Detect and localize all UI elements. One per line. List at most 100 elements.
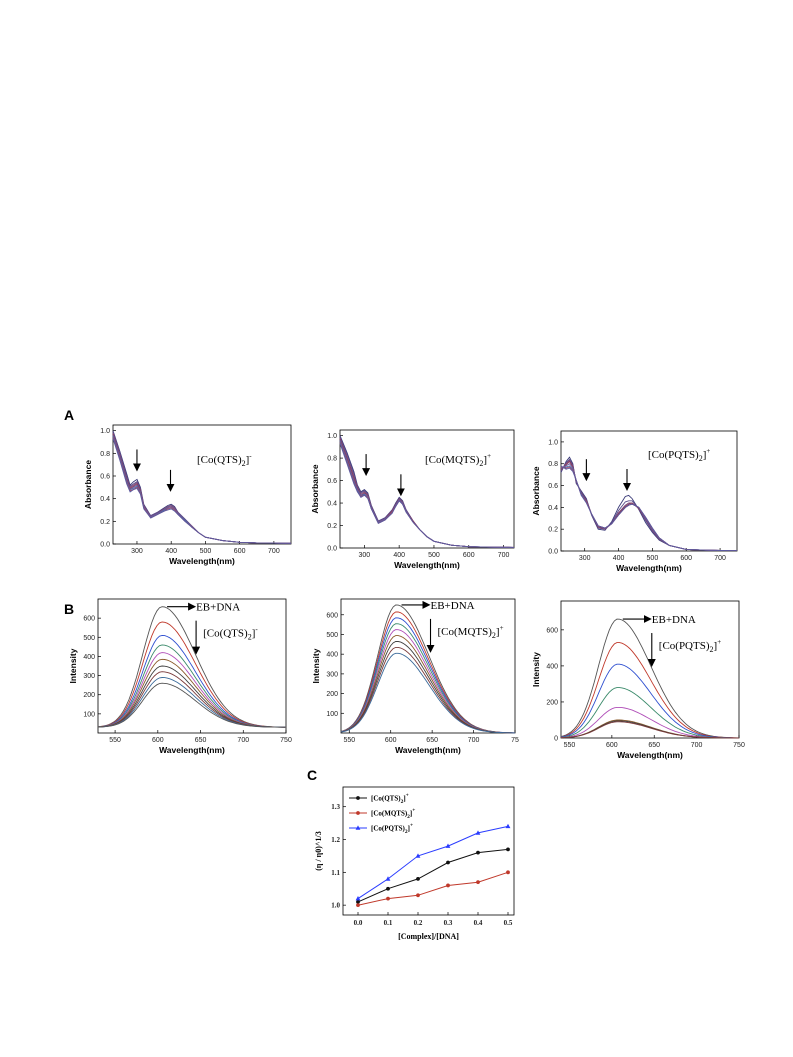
y-tick-label: 400 bbox=[546, 663, 558, 670]
complex-annotation: [Co(PQTS)2]+ bbox=[659, 638, 721, 654]
x-tick-label: 0.5 bbox=[504, 919, 513, 927]
x-tick-label: 700 bbox=[468, 737, 480, 744]
data-point bbox=[386, 896, 390, 901]
data-point bbox=[386, 886, 390, 891]
legend-marker bbox=[356, 796, 360, 800]
x-tick-label: 600 bbox=[385, 737, 397, 744]
y-tick-label: 200 bbox=[326, 691, 338, 698]
y-tick-label: 600 bbox=[326, 612, 338, 619]
y-tick-label: 0.4 bbox=[327, 501, 337, 508]
absorbance-series-line bbox=[112, 438, 292, 544]
viscosity-series-line bbox=[357, 825, 509, 900]
x-tick-label: 750 bbox=[733, 742, 745, 749]
y-axis-label: (η / η0)^1/3 bbox=[314, 831, 323, 871]
legend-entry: [Co(MQTS)2]+ bbox=[371, 808, 415, 821]
legend-entry: [Co(QTS)2]+ bbox=[371, 793, 409, 806]
x-tick-label: 550 bbox=[109, 737, 121, 744]
absorbance-series-line bbox=[560, 465, 738, 552]
emission-series-line bbox=[340, 629, 516, 734]
y-tick-label: 1.1 bbox=[331, 869, 340, 877]
x-tick-label: 700 bbox=[237, 737, 249, 744]
emission-series-line bbox=[340, 652, 515, 734]
y-tick-label: 200 bbox=[83, 692, 95, 699]
y-tick-label: 0.0 bbox=[100, 542, 110, 549]
data-point bbox=[356, 903, 360, 908]
absorbance-series-line bbox=[112, 433, 292, 544]
legend-marker bbox=[355, 825, 361, 830]
emission-series-line bbox=[97, 682, 286, 728]
y-tick-label: 0.6 bbox=[100, 474, 110, 481]
emission-series-line bbox=[560, 663, 739, 739]
plot-frame bbox=[339, 429, 515, 549]
x-tick-label: 0.3 bbox=[444, 919, 453, 927]
x-tick-label: 750 bbox=[280, 737, 292, 744]
data-point bbox=[446, 883, 450, 888]
x-tick-label: 600 bbox=[152, 737, 164, 744]
fluorescence-pqts-chart: 550 600 650 700 7500200400600Wavelength(nm)I… bbox=[531, 600, 745, 760]
x-tick-label: 650 bbox=[648, 742, 660, 749]
x-tick-label: 0.4 bbox=[474, 919, 483, 927]
data-point bbox=[446, 860, 450, 865]
absorbance-series-line bbox=[560, 463, 738, 552]
data-point bbox=[415, 853, 421, 858]
y-tick-label: 300 bbox=[83, 673, 95, 680]
y-tick-label: 0.8 bbox=[548, 461, 558, 468]
data-point bbox=[476, 850, 480, 855]
x-axis-label: Wavelength(nm) bbox=[169, 556, 235, 566]
y-tick-label: 0.0 bbox=[327, 546, 337, 553]
x-tick-label: 700 bbox=[268, 548, 280, 555]
emission-series-line bbox=[340, 646, 515, 734]
uv-spectrum-mqts-chart: 300 400 500 600 700 0.0 0.2 0.4 0.6 0.8 1.0 Wavelen… bbox=[310, 429, 515, 570]
x-tick-label: 0.0 bbox=[354, 919, 363, 927]
x-tick-label: 500 bbox=[200, 548, 212, 555]
data-point bbox=[355, 895, 361, 901]
absorbance-series-line bbox=[560, 466, 738, 552]
complex-annotation: [Co(QTS)2]- bbox=[197, 452, 252, 468]
y-axis-label: Intensity bbox=[311, 648, 321, 683]
y-axis-label: Intensity bbox=[68, 648, 78, 683]
plot-frame bbox=[97, 598, 287, 734]
eb-dna-label: EB+DNA bbox=[652, 614, 696, 626]
absorbance-series-line bbox=[112, 432, 292, 544]
y-tick-label: 300 bbox=[326, 671, 338, 678]
y-tick-label: 1.0 bbox=[100, 428, 110, 435]
x-tick-label: 550 bbox=[564, 742, 576, 749]
y-tick-label: 0.4 bbox=[548, 505, 558, 512]
y-tick-label: 0.2 bbox=[548, 527, 558, 534]
plot-frame bbox=[560, 600, 740, 739]
x-tick-label: 700 bbox=[691, 742, 703, 749]
x-tick-label: 300 bbox=[579, 555, 591, 562]
y-tick-label: 1.3 bbox=[331, 803, 340, 811]
x-axis-label: [Complex]/[DNA] bbox=[398, 932, 459, 941]
data-point bbox=[505, 823, 511, 829]
absorbance-series-line bbox=[560, 465, 738, 552]
data-point bbox=[506, 847, 510, 852]
fluorescence-mqts-chart: 550 600 650 700 75100200300400500600Waveleng… bbox=[311, 598, 519, 755]
data-point bbox=[476, 880, 480, 885]
y-tick-label: 0.8 bbox=[100, 451, 110, 458]
emission-series-line bbox=[560, 687, 739, 739]
x-tick-label: 600 bbox=[606, 742, 618, 749]
x-axis-label: Wavelength(nm) bbox=[616, 563, 682, 573]
eb-dna-label: EB+DNA bbox=[431, 600, 475, 612]
x-tick-label: 75 bbox=[511, 737, 519, 744]
x-tick-label: 650 bbox=[195, 737, 207, 744]
y-tick-label: 100 bbox=[83, 711, 95, 718]
complex-annotation: [Co(PQTS)2]+ bbox=[648, 447, 710, 463]
plot-frame bbox=[342, 786, 515, 916]
y-tick-label: 400 bbox=[326, 652, 338, 659]
y-tick-label: 0.0 bbox=[548, 549, 558, 556]
legend-entry: [Co(PQTS)2]+ bbox=[371, 823, 413, 836]
x-tick-label: 600 bbox=[234, 548, 246, 555]
x-tick-label: 0.1 bbox=[384, 919, 393, 927]
y-tick-label: 1.2 bbox=[331, 836, 340, 844]
y-tick-label: 1.0 bbox=[331, 902, 340, 910]
plot-frame bbox=[112, 424, 292, 545]
panel-label-c: C bbox=[307, 767, 317, 783]
y-tick-label: 600 bbox=[83, 616, 95, 623]
emission-series-line bbox=[340, 641, 515, 734]
x-tick-label: 600 bbox=[680, 555, 692, 562]
emission-series-line bbox=[560, 721, 739, 739]
x-axis-label: Wavelength(nm) bbox=[395, 745, 461, 755]
